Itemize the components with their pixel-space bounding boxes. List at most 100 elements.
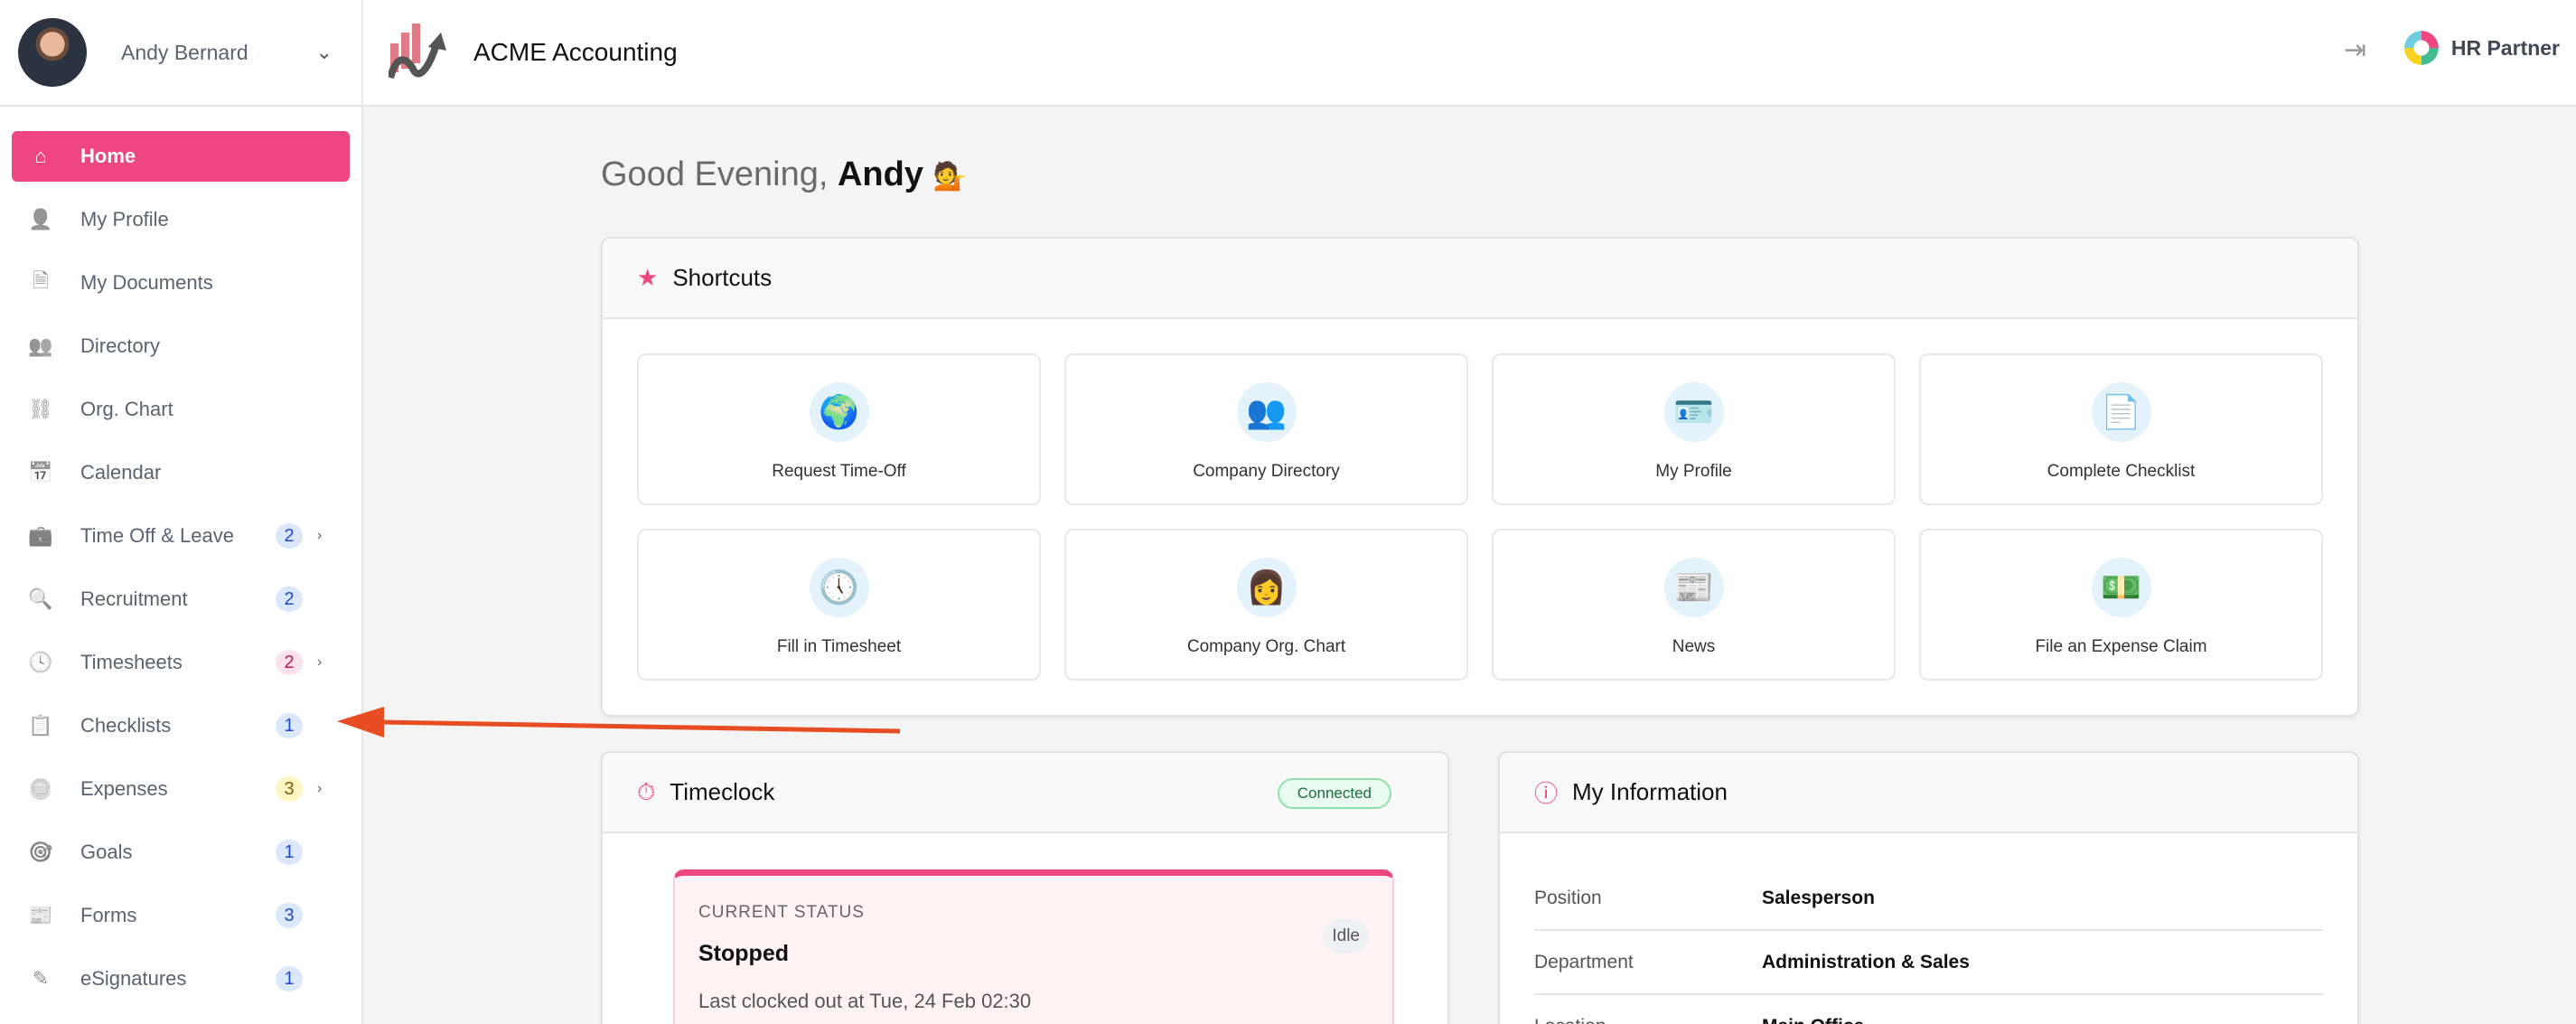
shortcut-label: My Profile — [1655, 462, 1732, 481]
user-icon: 👤 — [28, 208, 53, 230]
org-chart-icon: ⛓ — [28, 398, 53, 420]
info-label: Department — [1534, 952, 1634, 972]
sidebar-item-checklists[interactable]: 📋 Checklists 1 — [12, 700, 350, 751]
info-label: Location — [1534, 1016, 1762, 1024]
sidebar-item-goals[interactable]: 🎯 Goals 1 — [12, 827, 350, 878]
shortcut-label: Company Org. Chart — [1186, 637, 1346, 656]
sidebar-item-calendar[interactable]: 📅 Calendar — [12, 447, 350, 498]
user-name: Andy Bernard — [121, 40, 248, 64]
greeting-prefix: Good Evening, — [601, 155, 829, 193]
my-information-card: ⓘ My Information Position Salesperson Depar… — [1498, 751, 2359, 1024]
avatar — [18, 18, 87, 87]
count-badge: 1 — [276, 840, 303, 865]
coins-icon: 🪙 — [28, 777, 53, 800]
sidebar-item-time-off-leave[interactable]: 💼 Time Off & Leave 2 › — [12, 511, 350, 561]
shortcut-illustration-icon: 🪪 — [1663, 382, 1724, 442]
status-label: CURRENT STATUS — [698, 903, 865, 922]
arrow-shaft — [379, 719, 901, 734]
shortcut-illustration-icon: 📄 — [2091, 382, 2151, 442]
target-icon: 🎯 — [28, 841, 53, 863]
company-name: ACME Accounting — [473, 38, 678, 66]
sidebar-item-recruitment[interactable]: 🔍 Recruitment 2 — [12, 574, 350, 625]
count-badge: 1 — [276, 966, 303, 991]
info-row: Position Salesperson — [1534, 868, 2323, 931]
shortcut-illustration-icon: 📰 — [1663, 558, 1724, 617]
current-status-panel: CURRENT STATUS Stopped Last clocked out … — [673, 869, 1394, 1024]
shortcuts-title: Shortcuts — [672, 264, 773, 291]
info-icon: ⓘ — [1534, 780, 1559, 807]
home-icon: ⌂ — [34, 145, 47, 167]
sidebar-item-expenses[interactable]: 🪙 Expenses 3 › — [12, 764, 350, 814]
shortcut-fill-in-timesheet[interactable]: 🕔 Fill in Timesheet — [637, 529, 1041, 681]
sidebar-item-label: Home — [80, 145, 136, 167]
chevron-right-icon[interactable]: › — [317, 781, 323, 796]
count-badge: 3 — [276, 776, 303, 802]
status-value: Stopped — [698, 941, 789, 966]
sidebar-item-label: Timesheets — [80, 651, 183, 673]
shortcut-label: News — [1672, 637, 1716, 656]
shortcut-label: Company Directory — [1193, 462, 1340, 481]
chevron-down-icon[interactable]: ⌄ — [315, 41, 333, 63]
top-header: ACME Accounting ⇥ HR Partner — [363, 0, 2576, 107]
sidebar-item-my-profile[interactable]: 👤 My Profile — [12, 194, 350, 245]
sidebar-item-timesheets[interactable]: 🕓 Timesheets 2 › — [12, 637, 350, 688]
sidebar-item-label: Org. Chart — [80, 398, 173, 420]
shortcut-illustration-icon: 🌍 — [809, 382, 869, 442]
sidebar-item-org-chart[interactable]: ⛓ Org. Chart — [12, 384, 350, 435]
count-badge: 2 — [276, 587, 303, 612]
briefcase-icon: 💼 — [28, 524, 53, 547]
count-badge: 2 — [276, 650, 303, 675]
logout-icon[interactable]: ⇥ — [2343, 35, 2366, 65]
chevron-right-icon[interactable]: › — [317, 654, 323, 670]
shortcut-illustration-icon: 👥 — [1236, 382, 1297, 442]
shortcut-file-an-expense-claim[interactable]: 💵 File an Expense Claim — [1919, 529, 2323, 681]
info-value: Administration & Sales — [1762, 952, 1970, 972]
sidebar-item-label: Time Off & Leave — [80, 524, 234, 547]
hr-partner-icon — [2403, 31, 2439, 65]
greeting-name: Andy — [837, 155, 923, 193]
sidebar-item-my-documents[interactable]: 🗎 My Documents — [12, 258, 350, 308]
sidebar-nav: ⌂ Home 👤 My Profile 🗎 My Documents 👥 Directory ⛓… — [0, 107, 361, 1004]
shortcut-label: File an Expense Claim — [2035, 637, 2207, 656]
sidebar-item-forms[interactable]: 📰 Forms 3 — [12, 890, 350, 941]
document-icon: 🗎 — [33, 269, 49, 292]
shortcut-illustration-icon: 👩 — [1236, 558, 1297, 617]
timeclock-title: Timeclock — [670, 778, 775, 805]
recruitment-icon: 🔍 — [28, 587, 53, 610]
clock-icon: 🕓 — [28, 651, 53, 673]
info-title: My Information — [1572, 778, 1728, 805]
user-menu[interactable]: Andy Bernard ⌄ — [0, 0, 361, 107]
sidebar-item-directory[interactable]: 👥 Directory — [12, 321, 350, 371]
sidebar-item-esignatures[interactable]: ✎ eSignatures 1 — [12, 954, 350, 1004]
shortcut-label: Complete Checklist — [2047, 462, 2196, 481]
sidebar-item-label: Checklists — [80, 714, 172, 737]
info-row: LocationMain Office — [1534, 996, 2323, 1024]
count-badge: 2 — [276, 523, 303, 549]
shortcut-grid: 🌍 Request Time-Off 👥 Company Directory 🪪 My P… — [637, 353, 2323, 681]
shortcut-illustration-icon: 💵 — [2091, 558, 2151, 617]
shortcut-label: Request Time-Off — [772, 462, 906, 481]
sidebar-item-home[interactable]: ⌂ Home — [12, 131, 350, 182]
users-icon: 👥 — [28, 334, 53, 357]
chevron-right-icon[interactable]: › — [317, 528, 323, 543]
last-clocked-out: Last clocked out at Tue, 24 Feb 02:30 — [698, 990, 1032, 1012]
info-row: Department Administration & Sales — [1534, 932, 2323, 995]
shortcut-illustration-icon: 🕔 — [809, 558, 869, 617]
info-value: Main Office — [1762, 1016, 1864, 1024]
sidebar-item-label: My Profile — [80, 208, 169, 230]
connection-badge: Connected — [1277, 778, 1391, 809]
idle-badge: Idle — [1323, 919, 1369, 954]
shortcut-news[interactable]: 📰 News — [1492, 529, 1896, 681]
company-logo — [387, 23, 461, 81]
greeting: Good Evening, Andy 💁 — [601, 155, 967, 194]
shortcut-my-profile[interactable]: 🪪 My Profile — [1492, 353, 1896, 505]
calendar-icon: 📅 — [28, 461, 53, 484]
form-icon: 📰 — [28, 904, 53, 926]
shortcut-complete-checklist[interactable]: 📄 Complete Checklist — [1919, 353, 2323, 505]
shortcut-request-time-off[interactable]: 🌍 Request Time-Off — [637, 353, 1041, 505]
greeting-emoji: 💁 — [932, 162, 967, 192]
star-icon: ★ — [637, 264, 659, 291]
sidebar: Andy Bernard ⌄ ⌂ Home 👤 My Profile 🗎 My Docum… — [0, 0, 363, 1024]
shortcut-company-directory[interactable]: 👥 Company Directory — [1064, 353, 1468, 505]
shortcut-company-org-chart[interactable]: 👩 Company Org. Chart — [1064, 529, 1468, 681]
